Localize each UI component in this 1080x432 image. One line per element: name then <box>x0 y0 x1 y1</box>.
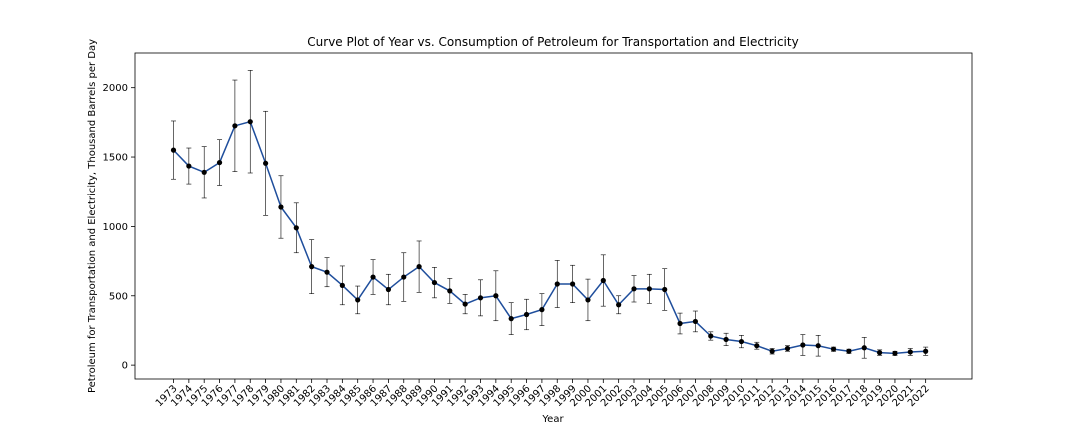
data-point <box>800 342 806 348</box>
data-point <box>431 279 438 286</box>
y-tick-label: 1000 <box>103 222 128 233</box>
data-point <box>554 281 560 287</box>
data-point <box>600 277 606 284</box>
data-point <box>861 345 867 351</box>
data-point <box>708 333 714 339</box>
y-axis: 0 500 1000 1500 2000 <box>103 83 135 372</box>
data-point <box>570 281 576 287</box>
data-point <box>646 286 652 292</box>
data-point <box>523 311 530 318</box>
data-point <box>662 286 668 293</box>
data-point <box>462 301 468 307</box>
data-point <box>186 163 192 169</box>
data-point <box>877 350 883 356</box>
data-point <box>401 274 407 280</box>
data-point <box>892 350 898 356</box>
data-point <box>370 274 376 280</box>
data-point <box>493 293 499 299</box>
x-axis: 1973197419751976197719781979198019811982… <box>154 379 932 409</box>
data-points <box>170 119 929 356</box>
plot-area <box>134 52 973 380</box>
data-point <box>201 169 207 175</box>
data-point <box>216 159 223 166</box>
data-point <box>385 286 391 293</box>
data-point <box>309 264 315 270</box>
error-bars <box>171 70 929 359</box>
data-point <box>232 123 238 129</box>
series-line <box>172 120 926 355</box>
data-point <box>738 338 745 345</box>
y-tick-label: 0 <box>122 361 128 372</box>
data-point <box>830 346 837 352</box>
data-point <box>263 160 269 166</box>
data-point <box>278 204 284 210</box>
data-point <box>324 269 330 275</box>
data-point <box>616 302 622 308</box>
data-point <box>539 307 545 313</box>
data-point <box>923 348 929 354</box>
y-tick-label: 500 <box>109 291 128 302</box>
data-point <box>723 336 729 343</box>
data-point <box>677 320 683 327</box>
data-point <box>784 345 791 352</box>
chart-title: Curve Plot of Year vs. Consumption of Pe… <box>307 35 798 49</box>
data-point <box>355 297 361 303</box>
data-point <box>585 297 591 303</box>
data-point <box>815 343 821 349</box>
data-point <box>339 282 345 288</box>
data-point <box>293 225 299 231</box>
data-point <box>769 348 775 354</box>
y-tick-label: 2000 <box>103 83 128 94</box>
data-point <box>754 343 760 349</box>
data-point <box>692 318 699 325</box>
y-axis-label: Petroleum for Transportation and Electri… <box>87 39 98 393</box>
data-point <box>907 349 913 355</box>
y-tick-label: 1500 <box>103 153 128 164</box>
x-axis-label: Year <box>541 414 564 425</box>
data-point <box>247 119 253 125</box>
data-point <box>416 264 422 270</box>
data-point <box>846 348 852 354</box>
data-point <box>170 147 177 153</box>
data-point <box>508 316 514 322</box>
data-point <box>631 286 637 292</box>
data-point <box>477 295 484 301</box>
data-point <box>447 288 453 294</box>
